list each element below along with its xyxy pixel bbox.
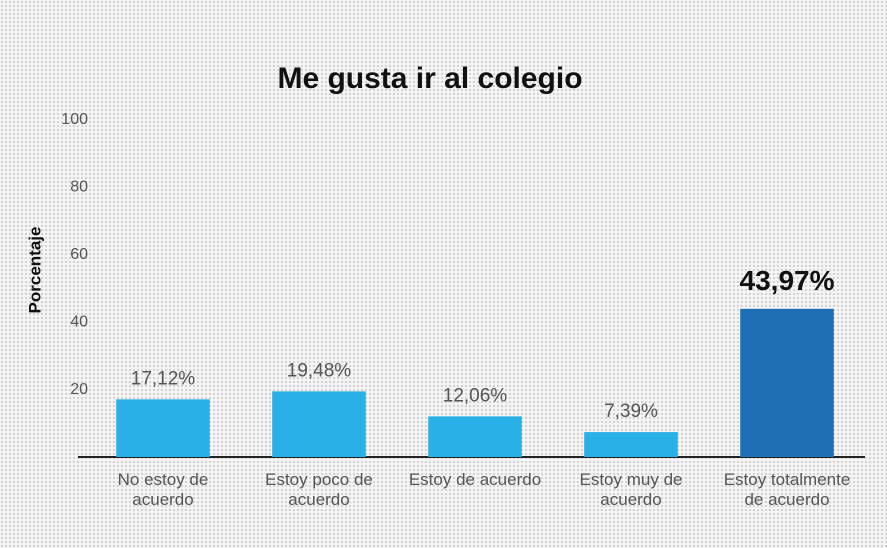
x-tick-label: Estoy totalmente de acuerdo: [723, 470, 851, 509]
bar: [740, 308, 834, 457]
x-tick-label: Estoy muy de acuerdo: [579, 470, 683, 509]
y-tick-label: 100: [61, 111, 88, 128]
bar: [428, 416, 522, 457]
x-tick-label: Estoy poco de acuerdo: [265, 470, 373, 509]
x-tick-label: No estoy de acuerdo: [117, 470, 209, 509]
y-tick-label: 20: [70, 381, 88, 398]
y-tick-label: 60: [70, 246, 88, 263]
y-tick-label: 80: [70, 179, 88, 196]
chart-title: Me gusta ir al colegio: [277, 62, 582, 95]
bar: [272, 391, 366, 457]
value-label: 17,12%: [131, 368, 196, 389]
y-axis-label: Porcentaje: [25, 227, 44, 314]
bar: [116, 399, 210, 457]
y-tick-label: 40: [70, 313, 88, 330]
value-label: 19,48%: [287, 360, 352, 381]
x-tick-label: Estoy de acuerdo: [408, 470, 542, 489]
value-label: 43,97%: [740, 265, 835, 296]
bar: [584, 432, 678, 457]
value-label: 12,06%: [443, 385, 508, 406]
value-label: 7,39%: [604, 401, 658, 422]
